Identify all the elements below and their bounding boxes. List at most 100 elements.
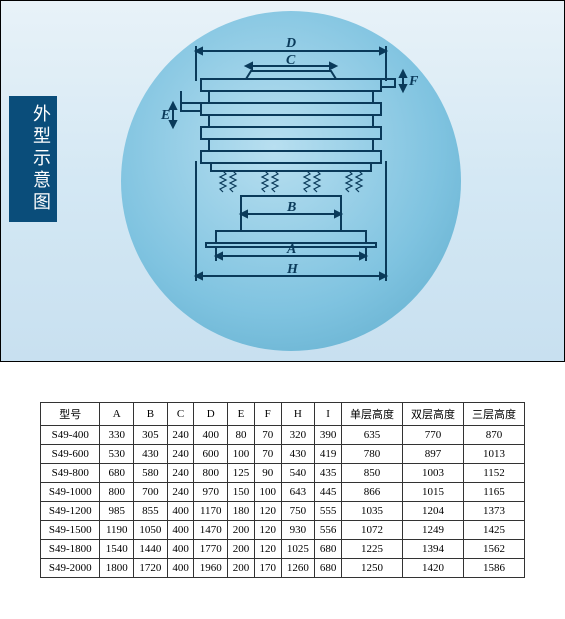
table-cell: 180 [228,502,255,521]
table-cell: 1720 [134,559,168,578]
table-cell: 700 [134,483,168,502]
dim-a: A [286,242,296,257]
table-cell: 1013 [463,445,524,464]
table-cell: 305 [134,426,168,445]
table-cell: 1249 [402,521,463,540]
table-cell: 970 [194,483,228,502]
table-cell: 897 [402,445,463,464]
table-cell: 870 [463,426,524,445]
table-cell: 1050 [134,521,168,540]
table-cell: 1770 [194,540,228,559]
table-row: S49-800680580240800125905404358501003115… [41,464,525,483]
table-cell: S49-1200 [41,502,100,521]
col-header: F [254,403,281,426]
table-cell: 400 [167,502,194,521]
table-cell: 100 [228,445,255,464]
table-cell: 200 [228,521,255,540]
col-header: 单层高度 [341,403,402,426]
table-cell: 1015 [402,483,463,502]
table-cell: 530 [100,445,134,464]
table-cell: 1165 [463,483,524,502]
table-cell: 400 [167,540,194,559]
table-cell: 1072 [341,521,402,540]
table-cell: 400 [167,521,194,540]
dim-e: E [160,108,170,123]
table-cell: S49-600 [41,445,100,464]
table-cell: 985 [100,502,134,521]
table-cell: 150 [228,483,255,502]
dim-d: D [285,36,296,51]
table-cell: 100 [254,483,281,502]
table-cell: 125 [228,464,255,483]
table-cell: 600 [194,445,228,464]
table-cell: 555 [315,502,342,521]
table-cell: 200 [228,559,255,578]
table-cell: 1035 [341,502,402,521]
table-cell: S49-1500 [41,521,100,540]
table-cell: 855 [134,502,168,521]
table-cell: 1152 [463,464,524,483]
table-cell: 780 [341,445,402,464]
table-cell: 120 [254,502,281,521]
table-cell: 580 [134,464,168,483]
table-cell: 400 [194,426,228,445]
col-header: 三层高度 [463,403,524,426]
table-row: S49-200018001720400196020017012606801250… [41,559,525,578]
table-cell: 635 [341,426,402,445]
table-cell: 70 [254,445,281,464]
table-cell: 1800 [100,559,134,578]
table-cell: 1225 [341,540,402,559]
table-cell: S49-800 [41,464,100,483]
table-cell: 800 [194,464,228,483]
table-cell: 1586 [463,559,524,578]
table-cell: 445 [315,483,342,502]
table-cell: 1960 [194,559,228,578]
table-cell: 240 [167,426,194,445]
table-cell: S49-1800 [41,540,100,559]
table-cell: 680 [100,464,134,483]
dim-c: C [286,53,296,68]
col-header: 型号 [41,403,100,426]
table-cell: 866 [341,483,402,502]
table-cell: S49-2000 [41,559,100,578]
table-cell: 320 [281,426,315,445]
table-cell: 240 [167,445,194,464]
table-cell: 240 [167,483,194,502]
table-cell: 800 [100,483,134,502]
table-row: S49-120098585540011701801207505551035120… [41,502,525,521]
spec-table: 型号ABCDEFHI单层高度双层高度三层高度 S49-4003303052404… [40,402,525,578]
col-header: E [228,403,255,426]
title-label: 外型示意图 [9,96,57,222]
table-cell: S49-1000 [41,483,100,502]
dim-b: B [286,200,296,215]
table-cell: 330 [100,426,134,445]
table-cell: 1025 [281,540,315,559]
table-cell: 1260 [281,559,315,578]
table-cell: 1470 [194,521,228,540]
table-cell: 90 [254,464,281,483]
table-cell: 170 [254,559,281,578]
table-cell: 1425 [463,521,524,540]
table-cell: 850 [341,464,402,483]
table-cell: 430 [134,445,168,464]
diagram-area: 外型示意图 [1,1,564,361]
table-row: S49-4003303052404008070320390635770870 [41,426,525,445]
table-cell: 1250 [341,559,402,578]
table-cell: 770 [402,426,463,445]
table-cell: 240 [167,464,194,483]
table-cell: S49-400 [41,426,100,445]
table-cell: 1394 [402,540,463,559]
table-cell: 200 [228,540,255,559]
table-cell: 750 [281,502,315,521]
table-cell: 1373 [463,502,524,521]
table-cell: 1440 [134,540,168,559]
col-header: A [100,403,134,426]
table-cell: 120 [254,521,281,540]
table-cell: 556 [315,521,342,540]
table-cell: 390 [315,426,342,445]
table-cell: 1190 [100,521,134,540]
dim-h: H [286,262,299,277]
table-cell: 680 [315,540,342,559]
col-header: C [167,403,194,426]
table-cell: 1204 [402,502,463,521]
